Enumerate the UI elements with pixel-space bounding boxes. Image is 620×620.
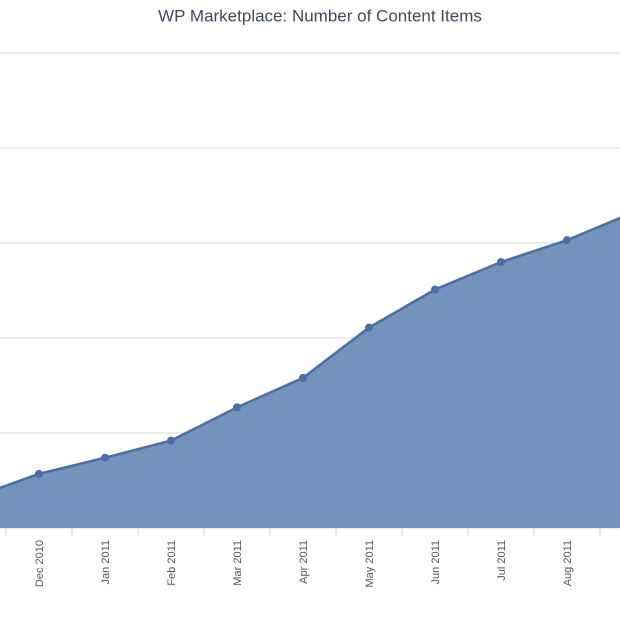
point — [431, 285, 439, 294]
x-tick-label: Aug 2011 — [562, 540, 574, 586]
x-tick-label: Jan 2011 — [100, 540, 112, 584]
point — [563, 236, 571, 245]
x-tick-label: Apr 2011 — [298, 540, 310, 584]
point — [299, 373, 307, 382]
point — [167, 436, 175, 445]
x-tick-label: Dec 2010 — [34, 540, 46, 587]
point — [497, 258, 505, 266]
x-tick-label: Jun 2011 — [430, 540, 442, 584]
point — [365, 323, 373, 332]
chart-title: WP Marketplace: Number of Content Items — [158, 6, 482, 25]
x-tick-label: May 2011 — [364, 540, 376, 588]
area-fill — [0, 218, 620, 528]
point — [101, 453, 109, 462]
x-tick-label: Feb 2011 — [166, 540, 178, 586]
point — [233, 403, 241, 412]
x-tick-label: Jul 2011 — [496, 540, 508, 581]
x-tick-label: Mar 2011 — [232, 540, 244, 586]
point — [35, 469, 43, 478]
